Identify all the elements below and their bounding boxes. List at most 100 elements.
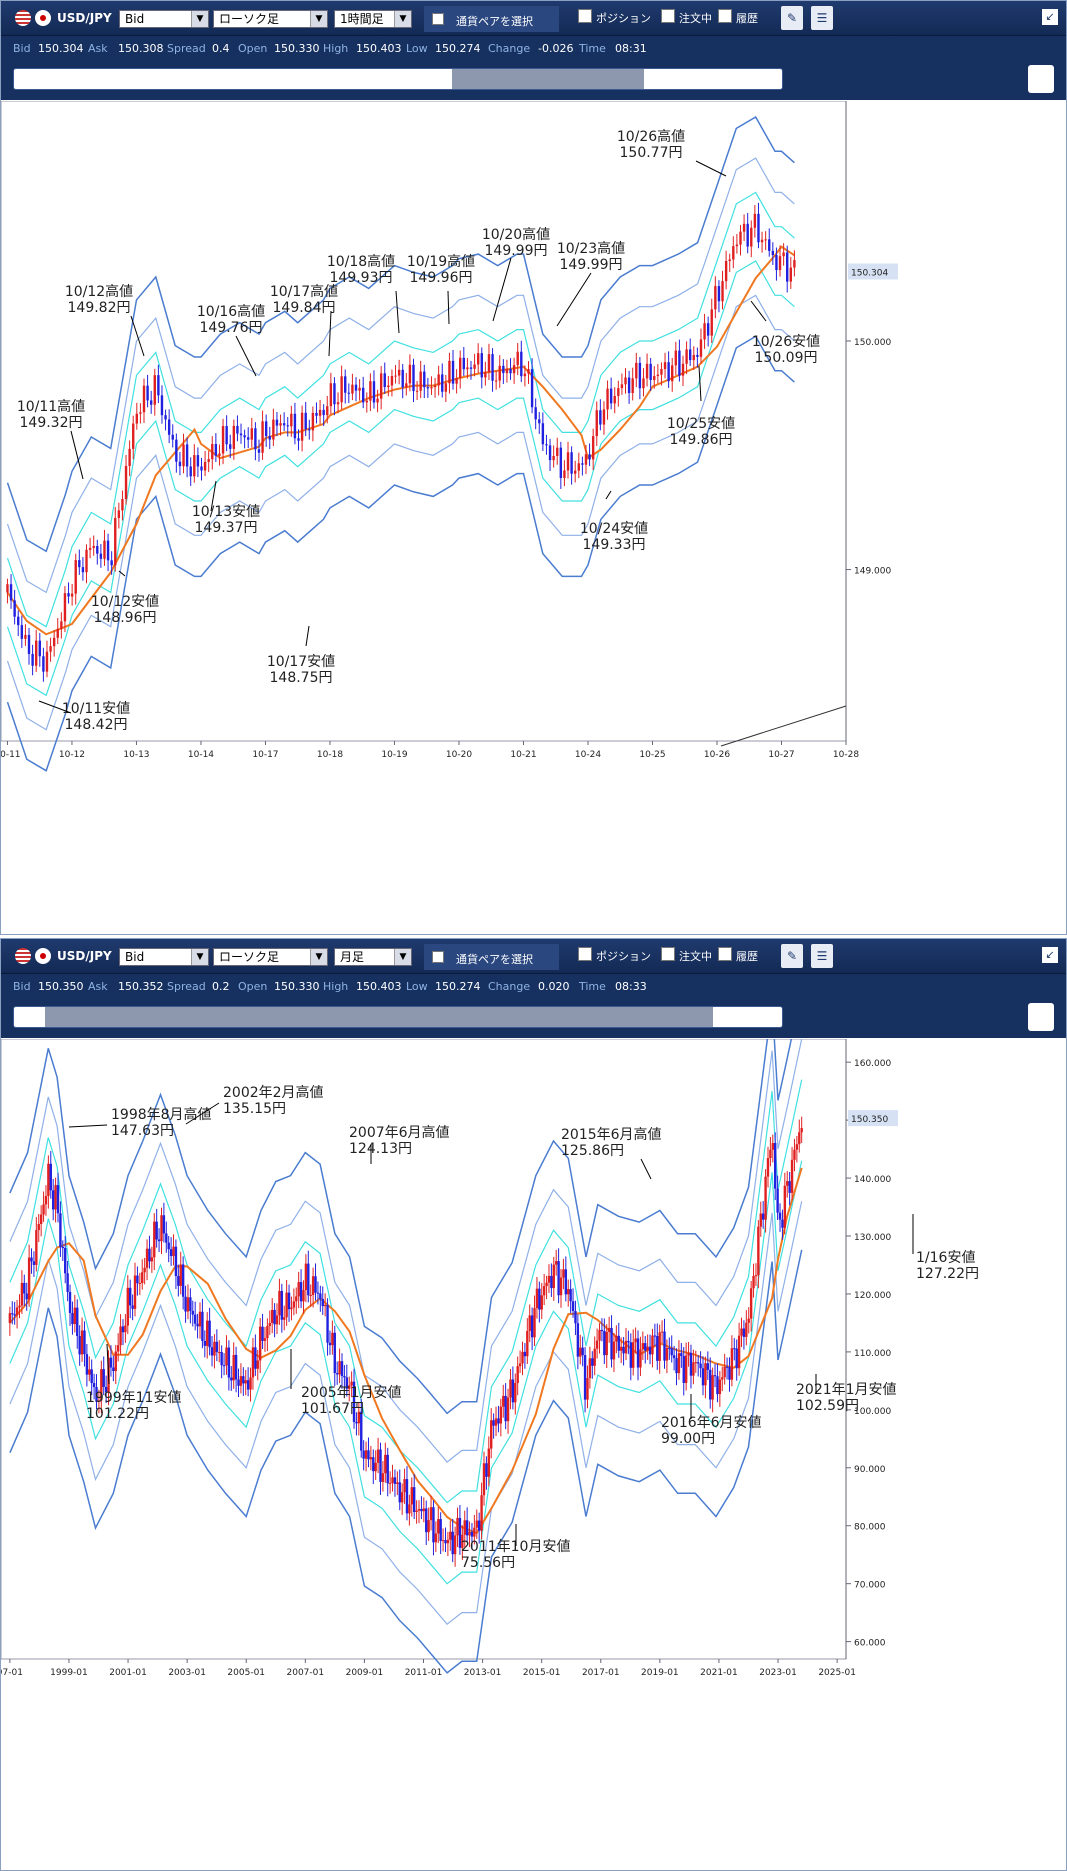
pair-label: USD/JPY <box>57 949 112 963</box>
pair-select-button[interactable]: 通貨ペアを選択 <box>424 6 559 32</box>
history-checkbox[interactable] <box>718 9 732 23</box>
spread-value: 0.2 <box>212 980 230 993</box>
candle-body <box>622 1346 625 1354</box>
candle-body <box>234 1354 238 1380</box>
candle-body <box>279 423 282 426</box>
current-price-label: 150.350 <box>851 1115 888 1125</box>
annotation-date: 10/17安値 <box>267 654 335 670</box>
annotation-date: 2016年6月安値 <box>661 1415 762 1431</box>
candle-body <box>660 369 663 375</box>
candle-body <box>193 455 196 477</box>
candle-body <box>660 1331 664 1333</box>
drawing-tool-icon[interactable]: ✎ <box>781 6 803 30</box>
low-label: Low <box>406 42 428 55</box>
position-checkbox[interactable] <box>578 9 592 23</box>
navigator-window[interactable] <box>451 69 644 89</box>
chart-type-select[interactable]: ローソク足 ▼ <box>213 948 328 966</box>
navigator-window[interactable] <box>44 1007 713 1027</box>
candle-body <box>178 461 182 467</box>
candle-body <box>768 239 771 251</box>
position-label: ポジション <box>596 950 651 963</box>
candle-body <box>49 646 52 652</box>
candle-body <box>459 357 462 379</box>
candle-body <box>145 1248 149 1268</box>
candle-body <box>451 1531 454 1555</box>
candle-body <box>701 1368 705 1386</box>
navigator-track[interactable] <box>13 68 783 90</box>
orders-label: 注文中 <box>679 12 712 25</box>
navigator-track[interactable] <box>13 1006 783 1028</box>
candle-body <box>348 1385 351 1389</box>
candle-body <box>766 1158 770 1177</box>
chevron-down-icon: ▼ <box>191 11 208 27</box>
change-value: -0.026 <box>538 42 574 55</box>
candle-body <box>420 1509 423 1512</box>
candle-body <box>326 1305 329 1343</box>
chevron-down-icon: ▼ <box>310 949 327 965</box>
candle-body <box>667 362 670 382</box>
candle-body <box>165 1233 168 1243</box>
candle-body <box>639 1349 642 1368</box>
history-checkbox[interactable] <box>718 947 732 961</box>
candle-body <box>511 1379 515 1403</box>
monthly-chart[interactable]: 97-01 1999-01 2001-01 2003-01 2005-01 2007-01… <box>1 1039 1067 1871</box>
candle-body <box>620 384 624 389</box>
candle-body <box>591 1358 594 1366</box>
price-select[interactable]: Bid ▼ <box>119 10 209 28</box>
orders-checkbox[interactable] <box>661 947 675 961</box>
candle-body <box>31 653 34 666</box>
position-checkbox[interactable] <box>578 947 592 961</box>
x-tick-label: 10-28 <box>833 750 859 760</box>
candle-body <box>548 445 552 461</box>
candle-body <box>229 444 232 449</box>
candle-body <box>131 1305 134 1309</box>
candle-body <box>146 385 149 401</box>
candle-body <box>724 260 728 282</box>
period-select[interactable]: 1時間足 ▼ <box>334 10 412 28</box>
expand-icon[interactable] <box>1028 65 1054 93</box>
candle-body <box>581 1347 584 1356</box>
candle-body <box>258 1326 262 1361</box>
candle-body <box>323 1305 327 1307</box>
period-select[interactable]: 月足 ▼ <box>334 948 412 966</box>
collapse-icon[interactable]: ↙ <box>1042 9 1058 25</box>
candle-body <box>6 584 9 593</box>
navigator <box>1 998 1066 1038</box>
candle-body <box>728 259 731 261</box>
orders-checkbox[interactable] <box>661 9 675 23</box>
candle-body <box>203 1340 207 1346</box>
collapse-icon[interactable]: ↙ <box>1042 947 1058 963</box>
candle-body <box>167 1242 170 1250</box>
candle-body <box>739 231 742 245</box>
bollinger-upper-2sigma <box>6 157 795 594</box>
candle-body <box>569 1289 572 1302</box>
candle-body <box>30 1257 33 1262</box>
candle-body <box>307 1263 310 1296</box>
price-select[interactable]: Bid ▼ <box>119 948 209 966</box>
candle-body <box>136 1275 139 1284</box>
hourly-chart[interactable]: 10-11 10-12 10-13 10-14 10-17 10-18 10-19 10-20… <box>1 101 1067 935</box>
candle-body <box>287 1292 291 1310</box>
candle-body <box>492 1420 495 1426</box>
candle-body <box>374 1462 377 1472</box>
annotation-price: 149.96円 <box>410 270 473 286</box>
candle-body <box>42 1204 45 1215</box>
us-flag-icon <box>15 10 31 26</box>
candle-body <box>331 1332 334 1346</box>
annotation-date: 10/26高値 <box>617 128 685 145</box>
orders-label: 注文中 <box>679 950 712 963</box>
candle-body <box>92 545 95 548</box>
drawing-tool-icon[interactable]: ✎ <box>781 944 803 968</box>
candle-body <box>225 426 228 445</box>
chart-type-select[interactable]: ローソク足 ▼ <box>213 10 328 28</box>
settings-panel-icon[interactable]: ☰ <box>811 6 833 30</box>
settings-panel-icon[interactable]: ☰ <box>811 944 833 968</box>
expand-icon[interactable] <box>1028 1003 1054 1031</box>
annotation-date: 10/11安値 <box>62 701 130 717</box>
high-label: High <box>323 42 349 55</box>
pair-select-button[interactable]: 通貨ペアを選択 <box>424 944 559 970</box>
